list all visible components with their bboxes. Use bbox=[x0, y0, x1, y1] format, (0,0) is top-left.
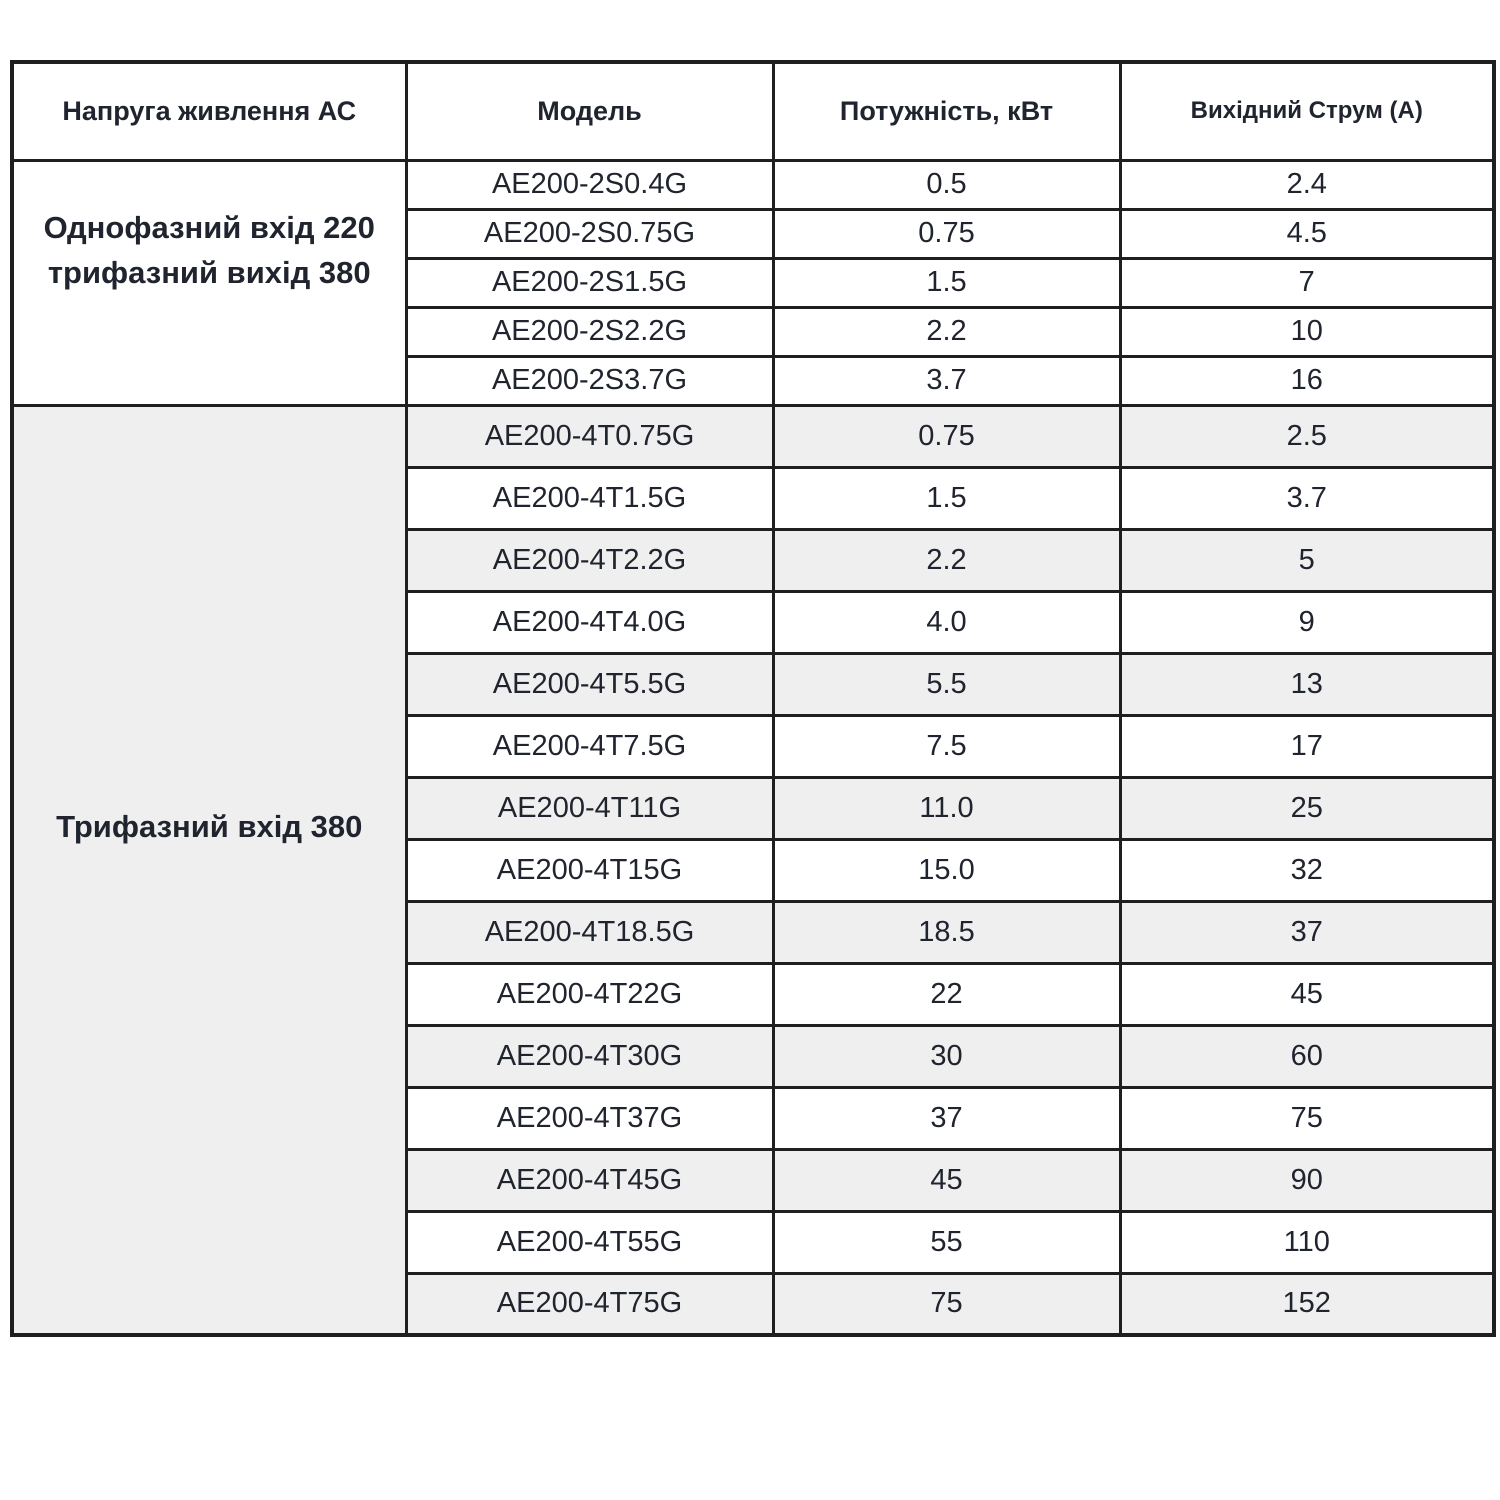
table-row: AE200-4T30G 30 60 bbox=[12, 1023, 1496, 1089]
current-cell: 45 bbox=[1118, 961, 1496, 1027]
current-cell: 60 bbox=[1118, 1023, 1496, 1089]
table-row: AE200-4T75G 75 152 bbox=[12, 1271, 1496, 1337]
current-cell: 2.4 bbox=[1118, 158, 1496, 211]
power-cell: 1.5 bbox=[771, 256, 1122, 309]
table-row: AE200-2S0.75G 0.75 4.5 bbox=[12, 207, 1496, 260]
power-cell: 2.2 bbox=[771, 527, 1122, 593]
model-cell: AE200-4T15G bbox=[404, 837, 775, 903]
power-cell: 22 bbox=[771, 961, 1122, 1027]
current-cell: 10 bbox=[1118, 305, 1496, 358]
group-single-phase: Однофазний вхід 220 трифазний вихід 380 A… bbox=[10, 158, 1496, 407]
current-cell: 90 bbox=[1118, 1147, 1496, 1213]
table-row: AE200-4T11G 11.0 25 bbox=[12, 775, 1496, 841]
table-row: AE200-4T18.5G 18.5 37 bbox=[12, 899, 1496, 965]
power-cell: 3.7 bbox=[771, 354, 1122, 407]
power-cell: 15.0 bbox=[771, 837, 1122, 903]
current-cell: 16 bbox=[1118, 354, 1496, 407]
current-cell: 37 bbox=[1118, 899, 1496, 965]
power-cell: 0.5 bbox=[771, 158, 1122, 211]
model-cell: AE200-4T37G bbox=[404, 1085, 775, 1151]
model-cell: AE200-4T55G bbox=[404, 1209, 775, 1275]
table-row: Однофазний вхід 220 трифазний вихід 380 A… bbox=[10, 158, 1496, 407]
model-cell: AE200-4T75G bbox=[404, 1271, 775, 1337]
model-cell: AE200-2S0.4G bbox=[404, 158, 775, 211]
table-header: Напруга живлення АС Модель Потужність, к… bbox=[10, 60, 1496, 162]
table-row: AE200-4T37G 37 75 bbox=[12, 1085, 1496, 1151]
power-cell: 0.75 bbox=[771, 403, 1122, 469]
power-cell: 7.5 bbox=[771, 713, 1122, 779]
model-cell: AE200-4T4.0G bbox=[404, 589, 775, 655]
current-cell: 3.7 bbox=[1118, 465, 1496, 531]
column-header-output-current: Вихідний Струм (А) bbox=[1118, 60, 1496, 162]
model-cell: AE200-4T5.5G bbox=[404, 651, 775, 717]
model-cell: AE200-4T7.5G bbox=[404, 713, 775, 779]
header-row: Напруга живлення АС Модель Потужність, к… bbox=[10, 60, 1496, 162]
current-cell: 13 bbox=[1118, 651, 1496, 717]
current-cell: 5 bbox=[1118, 527, 1496, 593]
power-spec-table: Напруга живлення АС Модель Потужність, к… bbox=[10, 60, 1496, 1337]
current-cell: 32 bbox=[1118, 837, 1496, 903]
power-cell: 2.2 bbox=[771, 305, 1122, 358]
group-label-cell: Однофазний вхід 220 трифазний вихід 380 bbox=[10, 158, 408, 407]
model-cell: AE200-4T22G bbox=[404, 961, 775, 1027]
current-cell: 152 bbox=[1118, 1271, 1496, 1337]
table-row: AE200-4T15G 15.0 32 bbox=[12, 837, 1496, 903]
power-cell: 5.5 bbox=[771, 651, 1122, 717]
power-cell: 0.75 bbox=[771, 207, 1122, 260]
column-header-power: Потужність, кВт bbox=[771, 60, 1122, 162]
current-cell: 9 bbox=[1118, 589, 1496, 655]
table-row: AE200-4T55G 55 110 bbox=[12, 1209, 1496, 1275]
model-cell: AE200-4T2.2G bbox=[404, 527, 775, 593]
table-row: AE200-2S3.7G 3.7 16 bbox=[12, 354, 1496, 407]
table-row: AE200-4T5.5G 5.5 13 bbox=[12, 651, 1496, 717]
current-cell: 75 bbox=[1118, 1085, 1496, 1151]
table-row: AE200-4T22G 22 45 bbox=[12, 961, 1496, 1027]
group-label: Трифазний вхід 380 bbox=[56, 809, 363, 845]
power-cell: 37 bbox=[771, 1085, 1122, 1151]
group-label: Однофазний вхід 220 трифазний вихід 380 bbox=[43, 209, 375, 290]
model-cell: AE200-4T45G bbox=[404, 1147, 775, 1213]
table-row: AE200-4T1.5G 1.5 3.7 bbox=[12, 465, 1496, 531]
power-cell: 55 bbox=[771, 1209, 1122, 1275]
table-row: AE200-4T2.2G 2.2 5 bbox=[12, 527, 1496, 593]
power-cell: 75 bbox=[771, 1271, 1122, 1337]
model-cell: AE200-2S1.5G bbox=[404, 256, 775, 309]
model-cell: AE200-4T0.75G bbox=[404, 403, 775, 469]
power-cell: 30 bbox=[771, 1023, 1122, 1089]
model-cell: AE200-4T18.5G bbox=[404, 899, 775, 965]
current-cell: 2.5 bbox=[1118, 403, 1496, 469]
current-cell: 4.5 bbox=[1118, 207, 1496, 260]
model-cell: AE200-2S0.75G bbox=[404, 207, 775, 260]
model-cell: AE200-4T30G bbox=[404, 1023, 775, 1089]
current-cell: 17 bbox=[1118, 713, 1496, 779]
table-row: AE200-4T45G 45 90 bbox=[12, 1147, 1496, 1213]
current-cell: 7 bbox=[1118, 256, 1496, 309]
column-header-supply-voltage: Напруга живлення АС bbox=[10, 60, 408, 162]
model-cell: AE200-4T1.5G bbox=[404, 465, 775, 531]
model-cell: AE200-2S3.7G bbox=[404, 354, 775, 407]
column-header-model: Модель bbox=[404, 60, 775, 162]
power-cell: 1.5 bbox=[771, 465, 1122, 531]
group-three-phase: Трифазний вхід 380 AE200-4T0.75G 0.75 2.5 AE… bbox=[10, 403, 1496, 1337]
table-row: AE200-2S1.5G 1.5 7 bbox=[12, 256, 1496, 309]
table-row: Трифазний вхід 380 AE200-4T0.75G 0.75 2.5 bbox=[10, 403, 1496, 1337]
power-cell: 18.5 bbox=[771, 899, 1122, 965]
model-cell: AE200-4T11G bbox=[404, 775, 775, 841]
power-cell: 11.0 bbox=[771, 775, 1122, 841]
table-row: AE200-4T4.0G 4.0 9 bbox=[12, 589, 1496, 655]
power-cell: 45 bbox=[771, 1147, 1122, 1213]
group-label-cell: Трифазний вхід 380 bbox=[10, 403, 408, 1337]
current-cell: 110 bbox=[1118, 1209, 1496, 1275]
table-row: AE200-4T7.5G 7.5 17 bbox=[12, 713, 1496, 779]
table-row: AE200-2S2.2G 2.2 10 bbox=[12, 305, 1496, 358]
current-cell: 25 bbox=[1118, 775, 1496, 841]
power-cell: 4.0 bbox=[771, 589, 1122, 655]
model-cell: AE200-2S2.2G bbox=[404, 305, 775, 358]
